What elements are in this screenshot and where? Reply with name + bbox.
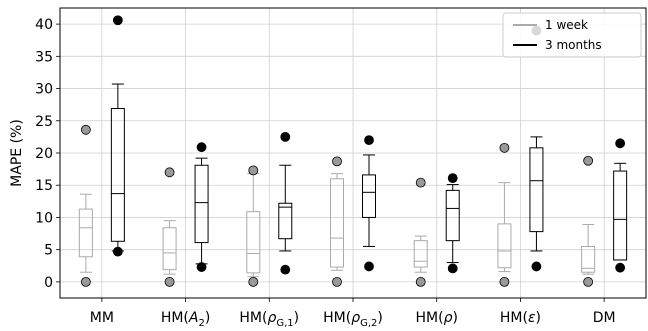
box-1-week — [581, 155, 596, 287]
x-tick-label: HM(ρG,1) — [239, 310, 299, 329]
box-3-months — [194, 142, 209, 272]
box-1-week — [246, 165, 261, 287]
outlier-point — [80, 276, 91, 287]
y-tick-label: 10 — [35, 210, 53, 226]
y-tick-label: 15 — [35, 178, 53, 194]
outlier-point — [364, 261, 374, 272]
box-iqr — [413, 240, 428, 268]
y-tick-label: 40 — [35, 17, 53, 33]
outlier-point — [332, 156, 342, 167]
y-tick-label: 35 — [35, 49, 53, 65]
y-axis: 0 5 10 15 20 25 30 35 40 — [35, 17, 60, 291]
box-iqr — [445, 189, 460, 242]
box-iqr — [194, 164, 209, 244]
box-iqr — [362, 174, 376, 218]
outlier-point — [531, 261, 542, 272]
box-1-week — [78, 124, 93, 287]
box-iqr — [497, 223, 512, 269]
box-3-months — [529, 25, 544, 272]
box-iqr — [330, 178, 344, 268]
y-tick-label: 20 — [35, 146, 53, 162]
legend-box — [502, 12, 642, 58]
outlier-point — [415, 276, 426, 287]
x-tick-label: DM — [593, 310, 616, 326]
x-tick-label: HM(ρG,2) — [323, 310, 383, 329]
outlier-point — [583, 155, 594, 166]
box-3-months — [110, 15, 125, 257]
legend-label: 3 months — [545, 38, 602, 52]
box-1-week — [162, 167, 177, 287]
box-iqr — [529, 147, 544, 233]
x-tick-label: HM(ρ) — [415, 310, 457, 326]
y-tick-label: 25 — [35, 114, 53, 130]
x-tick-label: MM — [90, 310, 114, 326]
outlier-point — [196, 142, 207, 153]
box-1-week — [413, 177, 428, 287]
outlier-point — [499, 142, 510, 153]
outlier-point — [447, 173, 458, 184]
outlier-point — [415, 177, 426, 188]
box-iqr — [162, 227, 177, 271]
x-tick-label: HM(A2) — [161, 310, 211, 329]
y-axis-label: MAPE (%) — [9, 119, 25, 187]
outlier-point — [332, 276, 342, 287]
box-iqr — [78, 208, 93, 258]
legend-label: 1 week — [545, 18, 588, 32]
outlier-point — [615, 262, 626, 273]
box-iqr — [246, 211, 261, 274]
outlier-point — [248, 165, 259, 176]
box-iqr — [110, 108, 125, 242]
y-tick-label: 5 — [44, 243, 53, 259]
outlier-point — [248, 276, 259, 287]
outlier-point — [80, 124, 91, 135]
outlier-point — [280, 264, 291, 275]
x-tick-label: HM(ε) — [500, 310, 541, 326]
box-3-months — [362, 135, 376, 272]
outlier-point — [447, 263, 458, 274]
boxes — [78, 15, 628, 287]
outlier-point — [364, 135, 374, 146]
outlier-point — [615, 138, 626, 149]
outlier-point — [499, 276, 510, 287]
box-3-months — [445, 173, 460, 274]
legend: 1 week 3 months — [502, 12, 642, 58]
outlier-point — [196, 262, 207, 272]
outlier-point — [112, 246, 123, 257]
grid — [60, 8, 646, 298]
y-tick-label: 0 — [44, 275, 53, 291]
box-iqr — [278, 202, 293, 240]
outlier-point — [280, 131, 291, 142]
box-3-months — [613, 138, 628, 273]
x-axis: MM HM(A2) HM(ρG,1) HM(ρG,2) HM(ρ) HM(ε) DM — [90, 298, 616, 329]
outlier-point — [112, 15, 123, 26]
box-iqr — [581, 245, 596, 273]
y-tick-label: 30 — [35, 82, 53, 98]
box-iqr — [613, 170, 628, 261]
outlier-point — [583, 276, 594, 287]
outlier-point — [164, 167, 175, 178]
outlier-point — [164, 276, 175, 287]
box-1-week — [330, 156, 344, 287]
box-3-months — [278, 131, 293, 275]
box-1-week — [497, 142, 512, 287]
